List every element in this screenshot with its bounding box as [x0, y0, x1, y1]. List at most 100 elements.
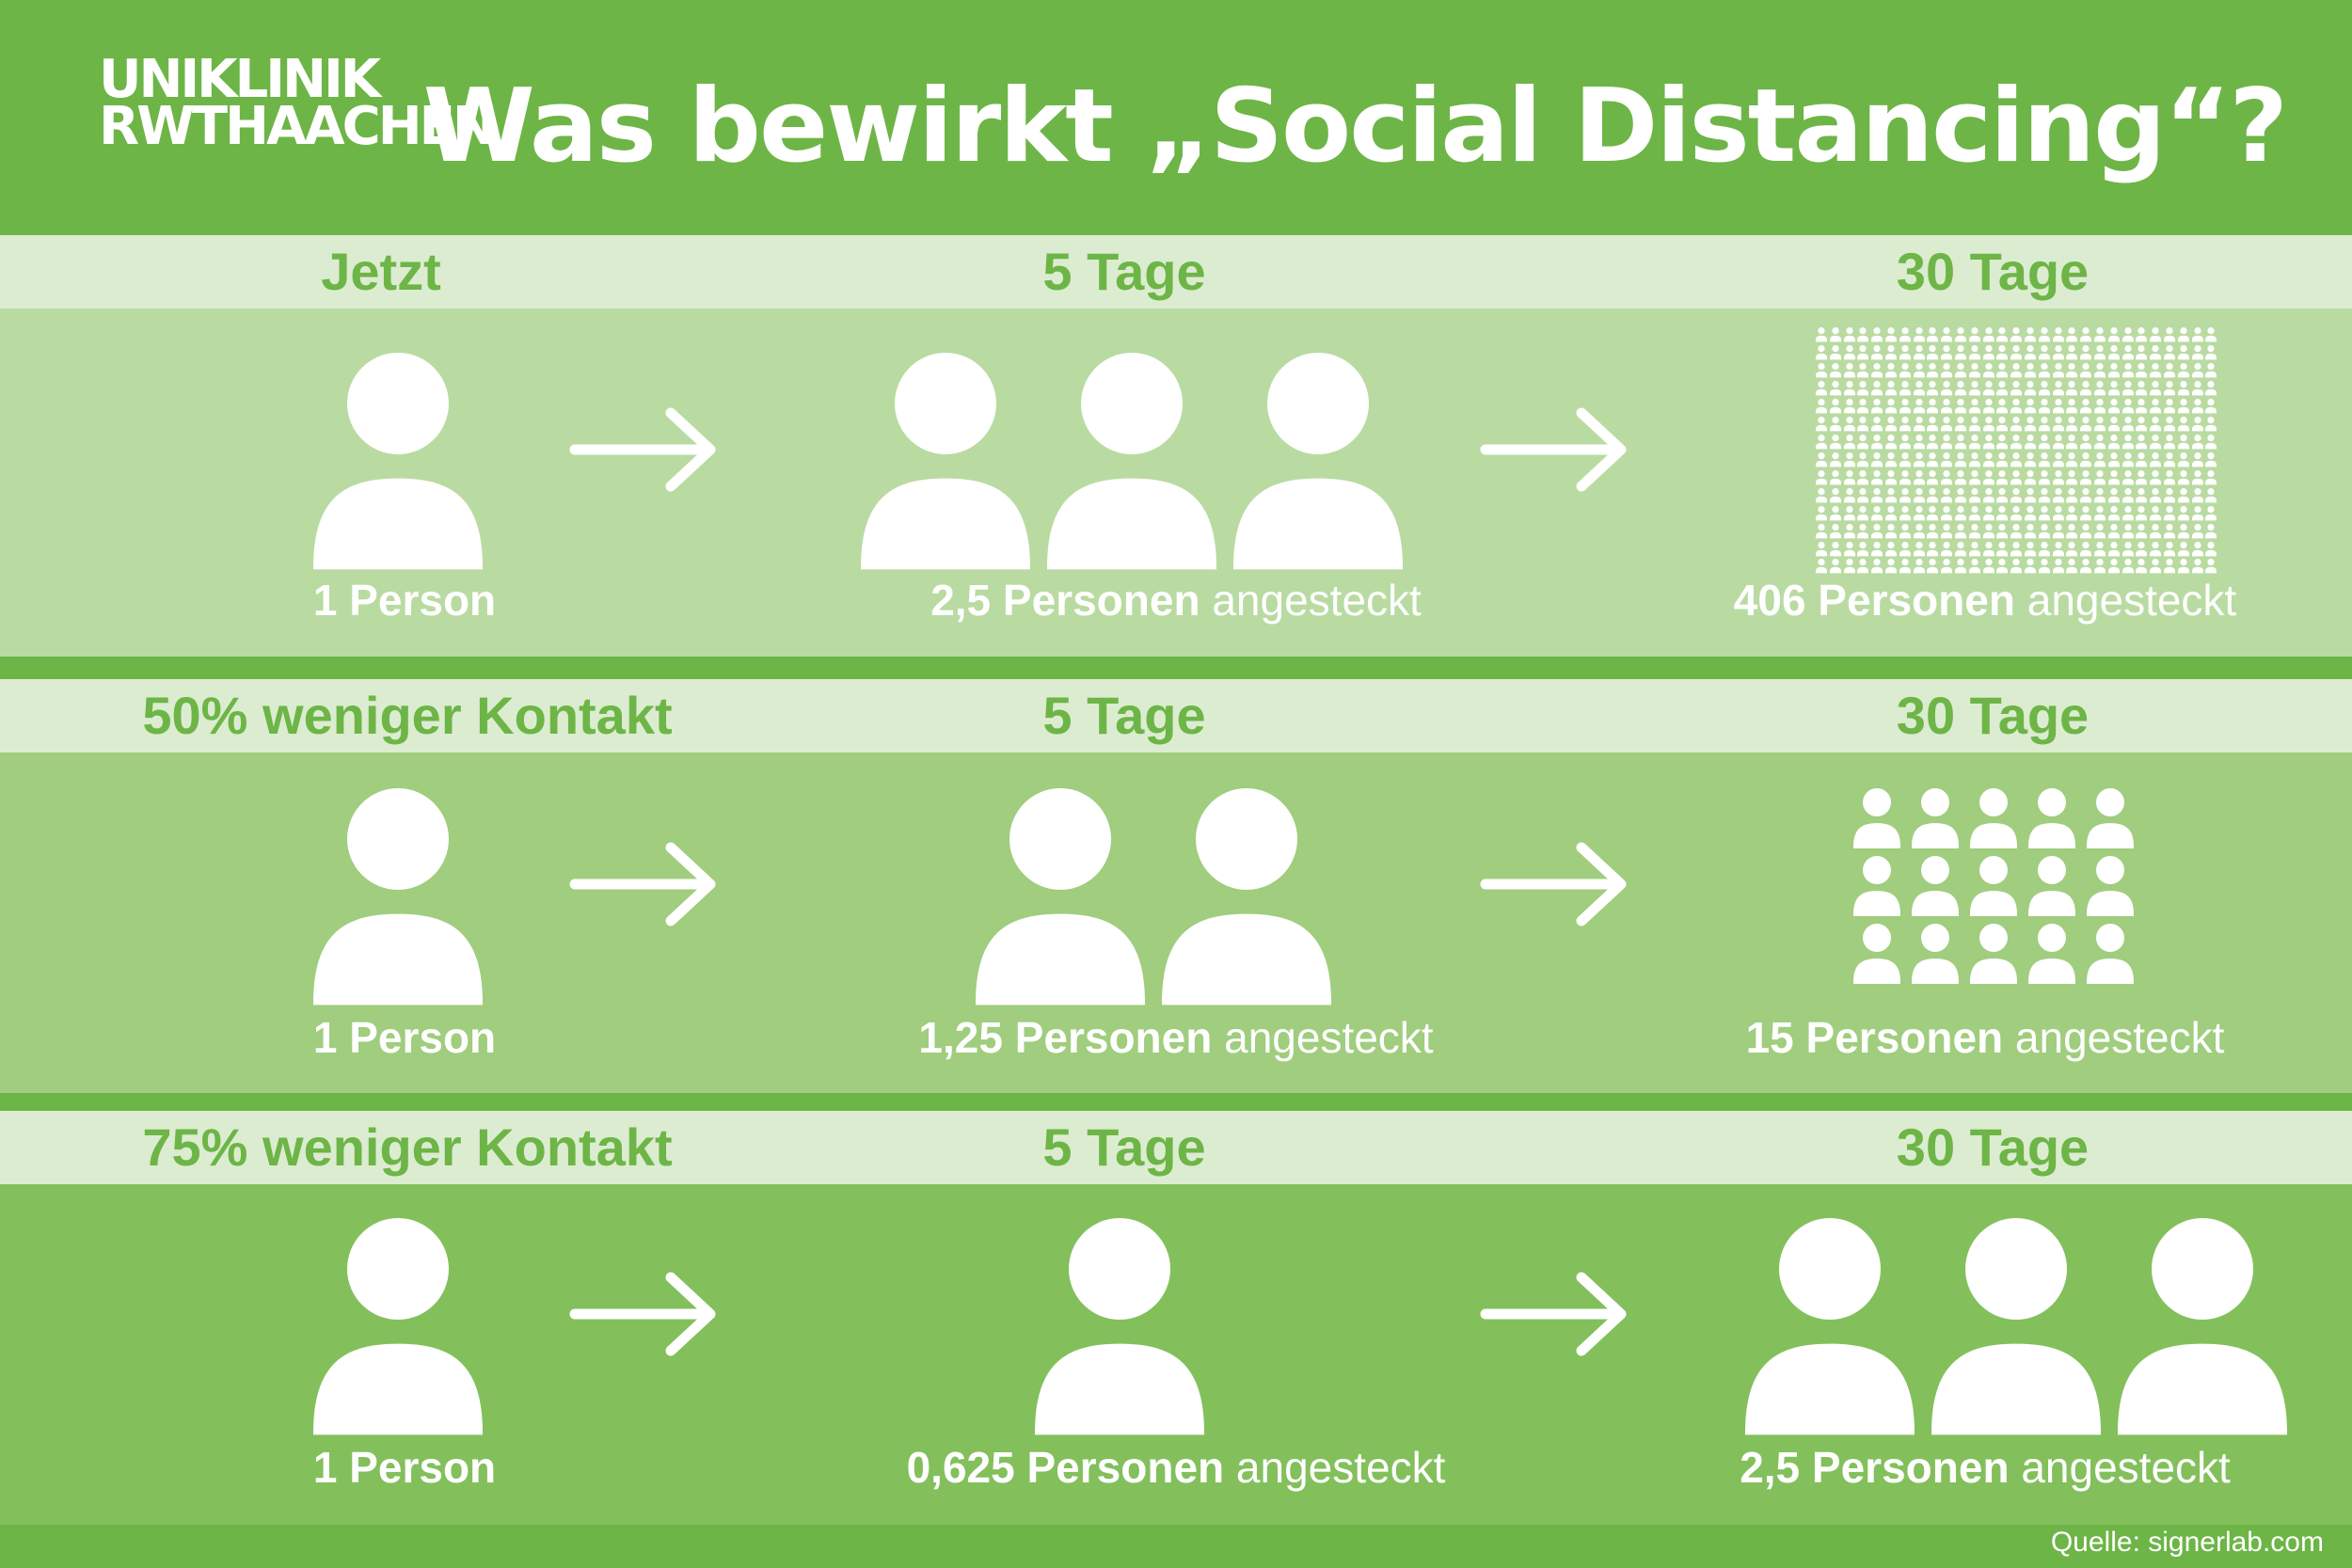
row-1-30-days-person-icon: [2136, 451, 2148, 467]
row-1-30-days-person-icon: [1955, 559, 1966, 574]
row-1-30-days-person-icon: [1871, 469, 1883, 485]
row-1-30-days-person-icon: [2094, 505, 2106, 520]
row-3-30-days-person-icon: [2118, 1218, 2287, 1435]
row-1-30-days-person-icon: [2052, 487, 2064, 502]
row-1-30-days-person-icon: [1843, 362, 1855, 378]
row-1-30-days-person-icon: [1857, 344, 1869, 360]
row-1-30-days-person-icon: [2122, 451, 2134, 467]
row-1-30-days-person-icon: [2177, 451, 2189, 467]
row-1-30-days-person-icon: [2052, 469, 2064, 485]
row-1-30-days-person-icon: [2094, 487, 2106, 502]
row-1-30-days-person-icon: [1996, 380, 2009, 396]
row-1-30-days-person-icon: [1982, 327, 1994, 342]
row-1-30-days-person-icon: [1899, 541, 1911, 556]
row-1-30-days-person-icon: [2164, 523, 2175, 538]
row-1-30-days-person-icon: [2122, 559, 2134, 574]
row-1-30-days-person-icon: [1927, 469, 1939, 485]
row-1-30-days-person-icon: [2164, 434, 2175, 450]
row-1-30-days-person-icon: [1996, 451, 2009, 467]
row-1-30-days-person-icon: [2010, 541, 2023, 556]
row-1-30-days-person-icon: [1829, 362, 1841, 378]
row-1-30-days-person-icon: [2066, 523, 2078, 538]
row-1-30-days-person-icon: [2205, 398, 2217, 414]
row-1-30-days-person-icon: [2150, 487, 2162, 502]
row-1-30-days-person-icon: [1955, 380, 1966, 396]
row-1-30-days-person-icon: [1927, 505, 1939, 520]
row-1-30-days-person-icon: [2122, 469, 2134, 485]
row-1-30-days-person-icon: [1829, 541, 1841, 556]
row-1-30-days-person-icon: [2191, 344, 2203, 360]
row-1-30-days-person-icon: [2025, 416, 2036, 432]
row-1-30-days-person-icon: [2177, 523, 2189, 538]
row-1-30-days-person-icon: [2150, 505, 2162, 520]
row-1-30-days-person-icon: [1816, 487, 1827, 502]
row-1-30-days-person-icon: [2066, 362, 2078, 378]
row-1-30-days-person-icon: [2191, 487, 2203, 502]
row-1-30-days-person-icon: [1927, 487, 1939, 502]
row-1-30-days-person-icon: [2010, 451, 2023, 467]
row-2-caption-now: 1 Person: [313, 1012, 496, 1063]
row-1-30-days-person-icon: [1871, 559, 1883, 574]
row-1-30-days-person-icon: [2038, 434, 2050, 450]
row-1-30-days-person-icon: [2080, 505, 2092, 520]
row-3-label-5-days: 5 Tage: [1042, 1117, 1206, 1177]
row-1-30-days-person-icon: [1899, 398, 1911, 414]
row-1-30-days-person-icon: [2191, 362, 2203, 378]
row-1-30-days-person-icon: [2205, 344, 2217, 360]
row-1-30-days-person-icon: [1996, 344, 2009, 360]
row-1-30-days-person-icon: [1857, 362, 1869, 378]
row-1-30-days-person-icon: [1871, 505, 1883, 520]
row-1-30-days-person-icon: [1927, 362, 1939, 378]
row-1-label-5-days: 5 Tage: [1042, 242, 1206, 301]
row-3-now-person-icon: [313, 1218, 483, 1435]
row-1-30-days-person-icon: [2177, 487, 2189, 502]
row-1-30-days-person-icon: [2038, 380, 2050, 396]
row-1-30-days-person-icon: [2038, 451, 2050, 467]
caption-bold: 15 Personen: [1745, 1013, 2004, 1062]
row-1-30-days-person-icon: [1913, 434, 1925, 450]
row-1-30-days-person-icon: [2107, 434, 2120, 450]
caption-rest: angesteckt: [2003, 1013, 2225, 1062]
row-1-30-days-person-icon: [1996, 327, 2009, 342]
row-1-30-days-person-icon: [1843, 451, 1855, 467]
row-1-30-days-person-icon: [1968, 362, 1980, 378]
row-1-30-days-person-icon: [2094, 344, 2106, 360]
row-1-30-days-person-icon: [1885, 469, 1897, 485]
row-1-30-days-person-icon: [2107, 327, 2120, 342]
row-1-30-days-person-icon: [2177, 469, 2189, 485]
row-1-30-days-person-icon: [2010, 505, 2023, 520]
row-1-30-days-person-icon: [2052, 362, 2064, 378]
row-1-30-days-person-icon: [1982, 451, 1994, 467]
row-1-30-days-person-icon: [2080, 344, 2092, 360]
row-1-30-days-person-icon: [2191, 327, 2203, 342]
row-1-30-days-person-icon: [1968, 398, 1980, 414]
row-1-30-days-person-icon: [2038, 487, 2050, 502]
row-1-30-days-person-icon: [2038, 559, 2050, 574]
row-1-30-days-person-icon: [1843, 487, 1855, 502]
caption-bold: 0,625 Personen: [906, 1443, 1225, 1492]
logo-line-1: UNIKLINIK: [99, 49, 381, 110]
row-1-30-days-person-icon: [1968, 380, 1980, 396]
row-1-30-days-person-icon: [2136, 398, 2148, 414]
row-1-30-days-person-icon: [1927, 380, 1939, 396]
row-1-30-days-person-icon: [2205, 362, 2217, 378]
row-1-30-days-person-icon: [1885, 541, 1897, 556]
row-1-now-person-icon: [313, 353, 483, 570]
row-1-content: 1 Person 2,5 Personen angesteckt 406 Per…: [0, 309, 2352, 657]
row-1-30-days-person-icon: [1885, 505, 1897, 520]
row-1-30-days-person-icon: [2191, 398, 2203, 414]
row-1-30-days-person-icon: [2038, 327, 2050, 342]
row-1-30-days-person-icon: [1857, 559, 1869, 574]
row-1-30-days-person-icon: [2205, 327, 2217, 342]
row-1-30-days-person-icon: [2191, 434, 2203, 450]
row-1-30-days-person-icon: [2107, 469, 2120, 485]
row-1-30-days-person-icon: [2122, 487, 2134, 502]
row-1-30-days-person-icon: [1927, 327, 1939, 342]
row-1-30-days-person-icon: [1955, 541, 1966, 556]
row-2-30-days-person-icon: [1912, 856, 1959, 916]
row-1-30-days-person-icon: [2177, 398, 2189, 414]
row-2-30-days-person-icon: [1853, 924, 1900, 984]
row-1-30-days-person-icon: [1955, 327, 1966, 342]
row-1-30-days-person-icon: [1857, 469, 1869, 485]
row-1-30-days-person-icon: [2080, 559, 2092, 574]
